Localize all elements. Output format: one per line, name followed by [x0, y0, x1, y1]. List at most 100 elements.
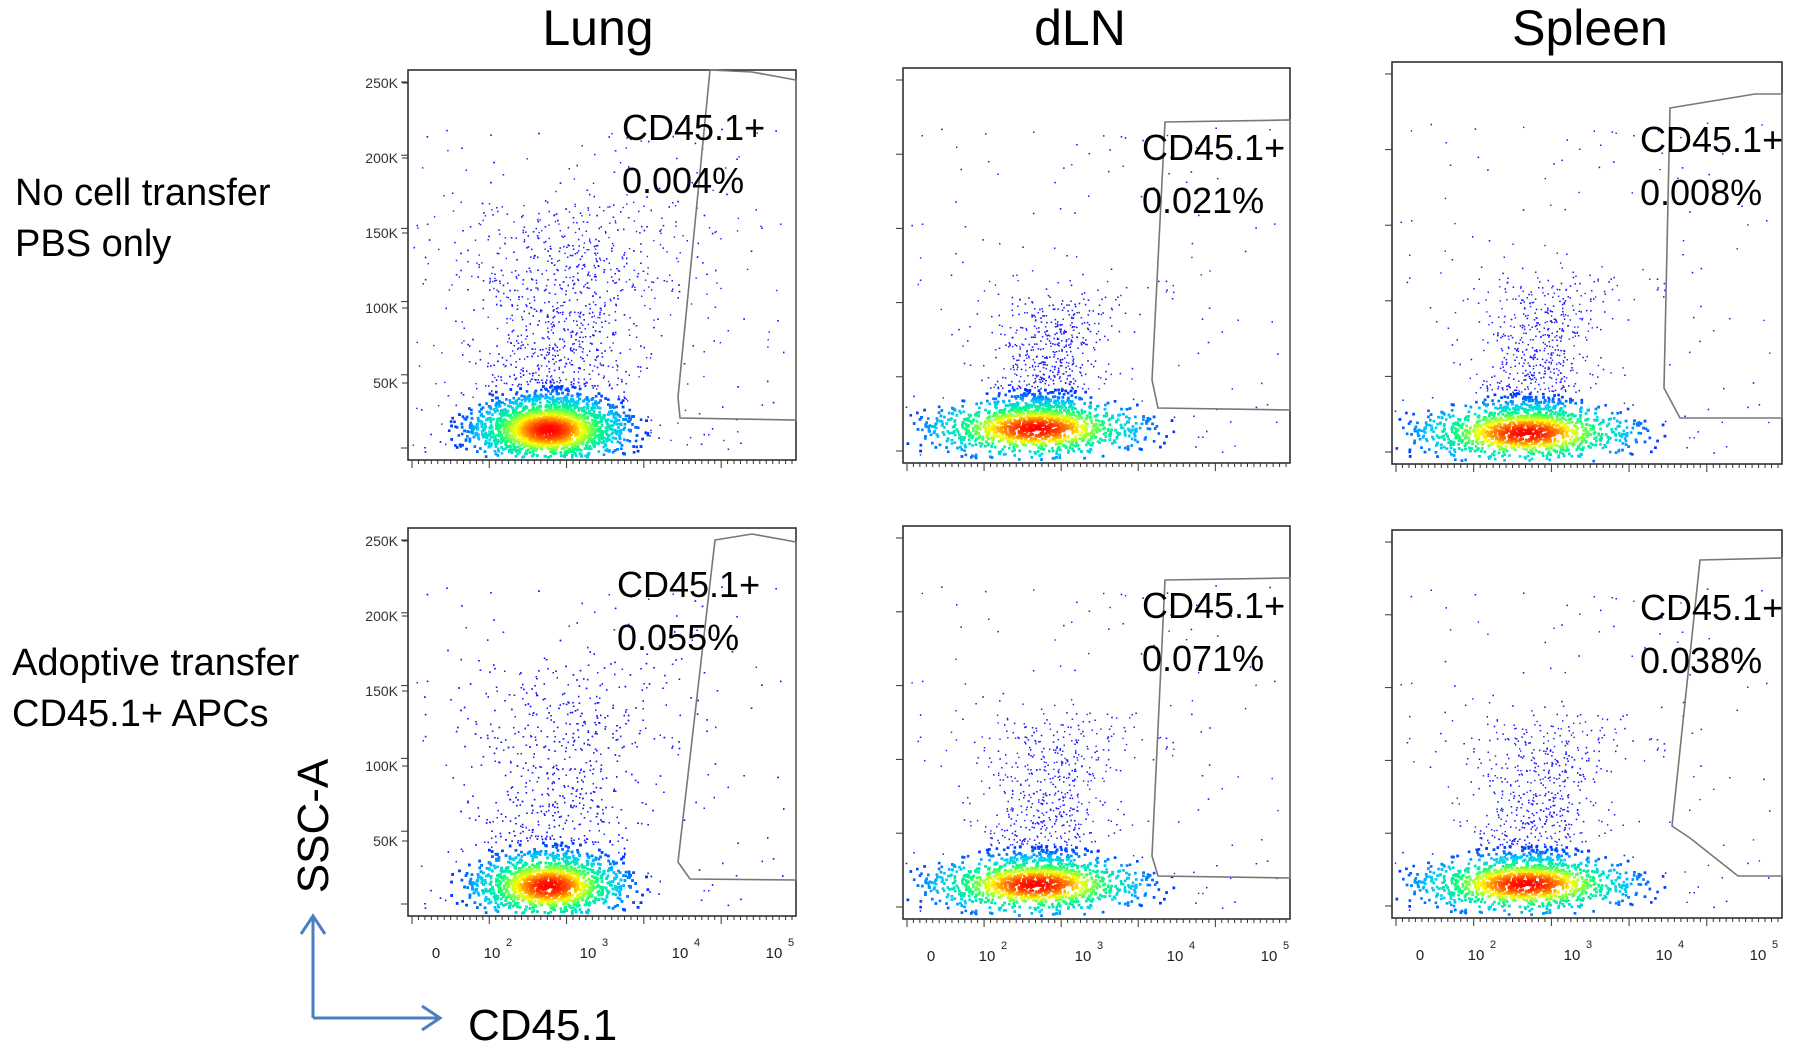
event-dot [570, 456, 574, 459]
event-dot [552, 354, 554, 356]
event-dot [564, 329, 566, 332]
event-dot [593, 315, 595, 317]
event-dot [536, 287, 539, 289]
event-dot [568, 312, 571, 315]
event-dot [571, 385, 575, 389]
event-dot [544, 302, 546, 304]
event-dot [537, 324, 539, 326]
event-dot [643, 289, 645, 292]
event-dot [640, 370, 642, 372]
event-dot [562, 311, 564, 313]
event-dot [549, 255, 551, 257]
event-dot [500, 379, 503, 381]
event-dot [600, 394, 603, 398]
event-dot [499, 282, 501, 285]
event-dot [584, 283, 587, 286]
event-dot [531, 450, 535, 453]
event-dot [641, 295, 643, 297]
event-dot [511, 314, 513, 317]
event-dot [621, 378, 623, 381]
event-dot [548, 410, 552, 413]
event-dot [596, 348, 598, 351]
event-dot [524, 399, 527, 403]
event-dot [610, 440, 614, 443]
event-dot [522, 455, 526, 458]
event-dot [529, 270, 531, 272]
event-dot [547, 279, 549, 281]
event-dot [550, 248, 552, 250]
event-dot [560, 359, 562, 361]
event-dot [484, 442, 487, 446]
event-dot [603, 442, 607, 446]
event-dot [642, 270, 645, 272]
event-dot [736, 230, 739, 232]
event-dot [529, 380, 532, 383]
event-dot [552, 317, 554, 319]
event-dot [537, 237, 540, 240]
event-dot [493, 449, 497, 453]
event-dot [559, 451, 563, 454]
event-dot [488, 385, 490, 387]
event-dot [561, 412, 564, 415]
event-dot [478, 410, 481, 413]
event-dot [579, 449, 583, 452]
event-dot [523, 445, 526, 449]
event-dot [569, 405, 572, 408]
event-dot [509, 299, 512, 301]
event-dot [568, 211, 571, 213]
event-dot [506, 414, 510, 417]
event-dot [527, 298, 529, 300]
event-dot [447, 150, 449, 152]
event-dot [746, 268, 749, 271]
event-dot [574, 311, 576, 313]
event-dot [418, 365, 421, 367]
event-dot [525, 329, 527, 332]
event-dot [613, 297, 615, 299]
event-dot [598, 427, 601, 430]
event-dot [559, 230, 561, 232]
event-dot [607, 206, 609, 208]
event-dot [558, 368, 560, 370]
event-dot [554, 214, 556, 216]
event-dot [531, 454, 534, 458]
event-dot [528, 312, 530, 315]
event-dot [467, 261, 469, 263]
event-dot [583, 369, 585, 371]
event-dot [550, 323, 552, 325]
event-dot [578, 245, 580, 247]
event-dot [647, 267, 649, 269]
row2-label-line2: CD45.1+ APCs [12, 693, 269, 735]
event-dot [536, 454, 539, 457]
event-dot [497, 402, 501, 406]
event-dot [449, 420, 453, 423]
event-dot [515, 276, 518, 278]
event-dot [549, 412, 552, 416]
event-dot [526, 305, 528, 307]
event-dot [591, 316, 593, 318]
event-dot [551, 398, 554, 402]
event-dot [551, 411, 554, 414]
event-dot [522, 229, 524, 232]
event-dot [570, 400, 574, 403]
event-dot [466, 430, 469, 433]
event-dot [598, 265, 600, 267]
event-dot [455, 259, 458, 262]
event-dot [619, 352, 622, 354]
event-dot [524, 347, 526, 349]
event-dot [581, 145, 583, 147]
event-dot [608, 262, 610, 264]
event-dot [702, 262, 704, 264]
event-dot [489, 424, 493, 427]
event-dot [448, 289, 451, 291]
event-dot [467, 289, 469, 291]
event-dot [510, 418, 514, 422]
event-dot [484, 440, 488, 443]
event-dot [552, 310, 555, 312]
event-dot [638, 376, 640, 378]
event-dot [578, 263, 580, 266]
event-dot [538, 320, 540, 322]
event-dot [548, 371, 551, 373]
event-dot [616, 268, 618, 270]
event-dot [479, 447, 482, 450]
event-dot [507, 297, 509, 299]
